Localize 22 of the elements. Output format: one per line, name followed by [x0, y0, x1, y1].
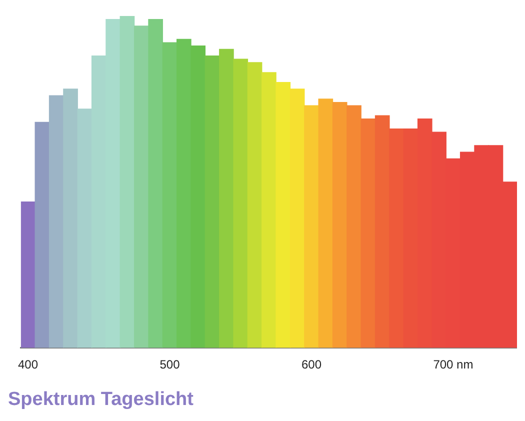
bar [360, 118, 376, 348]
bar [233, 58, 248, 348]
x-tick-label: 700 nm [433, 357, 474, 372]
bar [346, 105, 362, 348]
bar [204, 55, 220, 348]
bar [134, 26, 149, 348]
x-tick-label: 600 [301, 357, 322, 372]
bar [20, 201, 36, 348]
bar [219, 48, 234, 348]
x-tick-label: 500 [160, 357, 180, 372]
bar [162, 42, 178, 348]
x-tick-label: 400 [18, 357, 38, 372]
bar [304, 105, 319, 348]
bar [148, 18, 163, 348]
bar [120, 16, 135, 348]
bar [247, 62, 262, 348]
bar [318, 98, 334, 348]
text: Spektrum Tageslicht [8, 388, 194, 410]
bar [48, 95, 64, 348]
bar [332, 102, 348, 348]
bar [262, 72, 276, 348]
bar [34, 122, 50, 348]
